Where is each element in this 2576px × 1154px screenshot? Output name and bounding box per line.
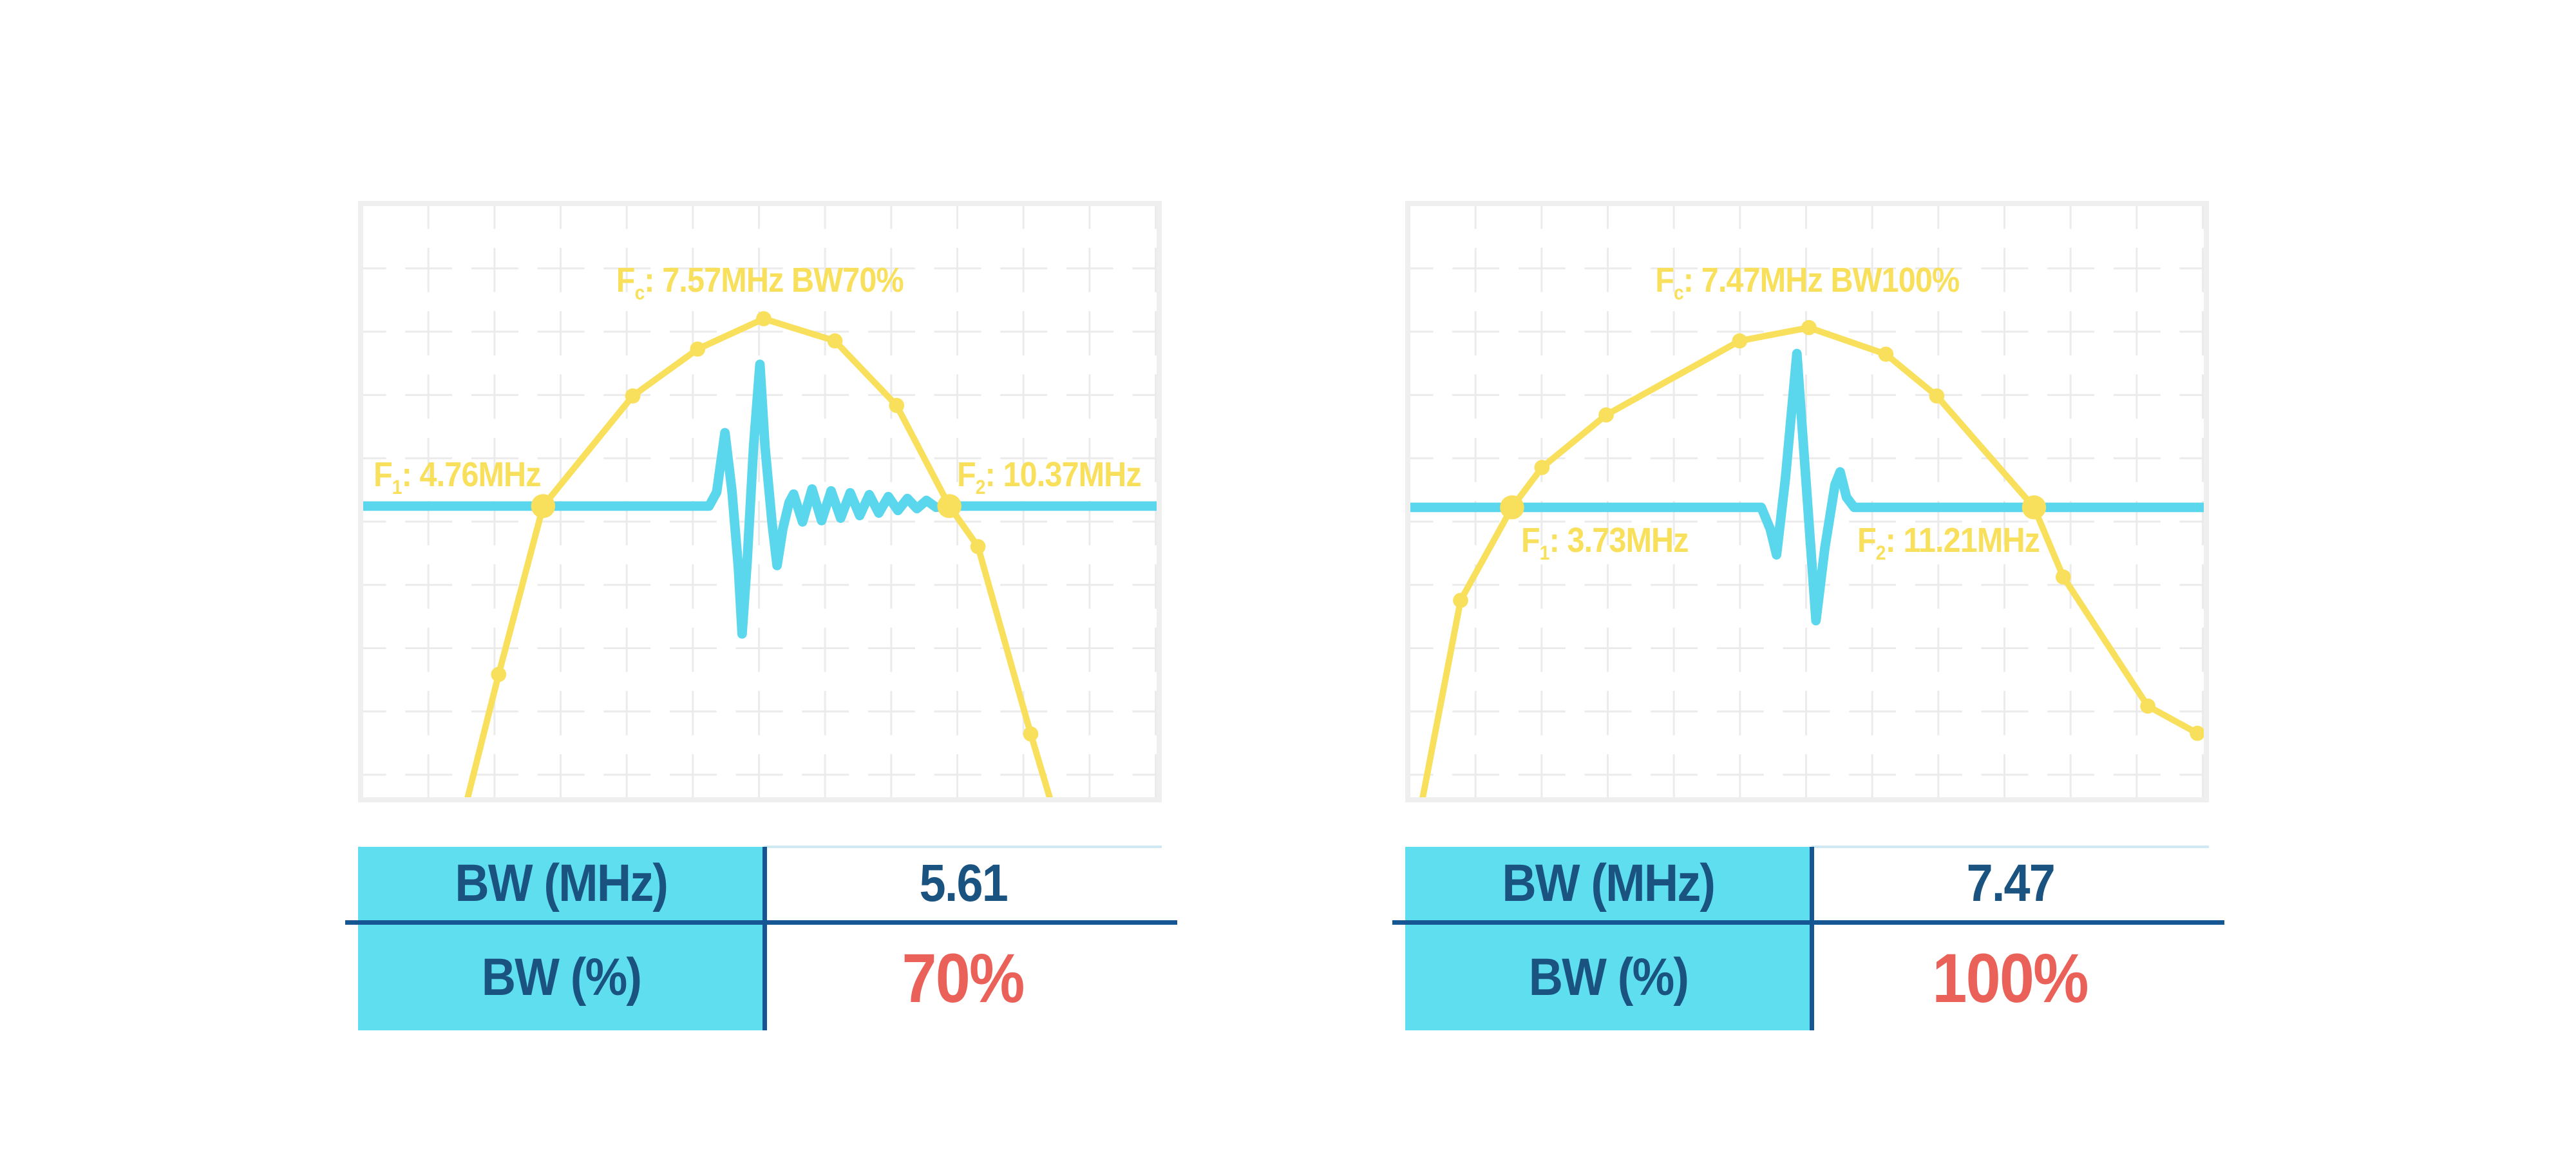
bw-mhz-label-cell: BW (MHz) <box>358 847 764 920</box>
bw-pct-label-cell: BW (%) <box>358 925 764 1030</box>
table-top-rule <box>764 846 1162 848</box>
spectrum-data-point <box>1534 460 1550 475</box>
spectrum-data-point <box>1732 333 1748 349</box>
fc-subscript: c <box>1673 281 1684 304</box>
fc-value-text: : 7.47MHz BW100% <box>1683 261 1960 299</box>
center-frequency-annotation: Fc: 7.47MHz BW100% <box>1410 261 2204 303</box>
bw-mhz-value-cell: 5.61 <box>764 847 1162 920</box>
spectrum-curve-line <box>464 316 1053 797</box>
cutoff-frequency-point <box>937 494 961 518</box>
f2-annotation: F2: 10.37MHz <box>957 455 1162 497</box>
f1-value-text: : 4.76MHz <box>401 455 542 494</box>
bw-mhz-label: BW (MHz) <box>455 854 669 913</box>
bw-pct-value: 100% <box>1932 938 2089 1017</box>
spectrum-data-point <box>2055 569 2071 585</box>
pulse-waveform-line <box>1410 348 2204 626</box>
f1-value-text: : 3.73MHz <box>1549 521 1689 560</box>
spectrum-data-point <box>491 667 507 683</box>
bw-pct-label-cell: BW (%) <box>1405 925 1812 1030</box>
spectrum-data-point <box>827 333 843 349</box>
f1-symbol: F <box>1521 521 1540 560</box>
cutoff-frequency-point <box>2022 495 2047 520</box>
f2-value-text: : 11.21MHz <box>1885 521 2040 560</box>
f2-value-text: : 10.37MHz <box>985 455 1142 494</box>
fc-subscript: c <box>634 281 645 304</box>
fc-symbol: F <box>616 261 636 299</box>
bandwidth-table-narrowband: BW (MHz) 5.61 BW (%) 70% <box>345 846 1177 1030</box>
spectrum-data-point <box>889 397 905 413</box>
table-row-divider <box>1392 920 2224 925</box>
bw-mhz-label-cell: BW (MHz) <box>1405 847 1812 920</box>
table-label-column-background <box>358 847 764 1030</box>
table-label-column-background <box>1405 847 1812 1030</box>
f2-subscript: 2 <box>975 475 986 498</box>
spectrum-data-point <box>1023 726 1039 742</box>
f1-annotation: F1: 4.76MHz <box>374 455 560 497</box>
spectrum-data-point <box>970 538 986 554</box>
spectrum-chart-narrowband: Fc: 7.57MHz BW70% F1: 4.76MHz F2: 10.37M… <box>358 201 1162 802</box>
narrowband-chart-plot <box>363 206 1157 797</box>
bw-pct-label: BW (%) <box>1528 948 1689 1007</box>
f1-symbol: F <box>374 455 393 494</box>
bandwidth-table-broadband: BW (MHz) 7.47 BW (%) 100% <box>1392 846 2224 1030</box>
bw-pct-value: 70% <box>902 938 1025 1017</box>
bw-mhz-label: BW (MHz) <box>1502 854 1716 913</box>
fc-value-text: : 7.57MHz BW70% <box>644 261 904 299</box>
cutoff-frequency-point <box>1500 495 1524 520</box>
table-column-divider <box>762 847 767 1030</box>
spectrum-chart-broadband: Fc: 7.47MHz BW100% F1: 3.73MHz F2: 11.21… <box>1405 201 2209 802</box>
spectrum-data-point <box>1598 407 1614 423</box>
spectrum-data-point <box>1453 592 1468 609</box>
table-top-rule <box>1812 846 2209 848</box>
center-frequency-annotation: Fc: 7.57MHz BW70% <box>363 261 1157 303</box>
table-column-divider <box>1810 847 1814 1030</box>
spectrum-data-point <box>2140 698 2155 714</box>
bw-pct-value-cell: 100% <box>1812 925 2209 1030</box>
cutoff-frequency-point <box>531 494 556 518</box>
bw-pct-label: BW (%) <box>481 948 642 1007</box>
spectrum-data-point <box>625 388 641 404</box>
spectrum-data-point <box>1929 388 1945 404</box>
broadband-chart-plot <box>1410 206 2204 797</box>
spectrum-data-point <box>1878 346 1894 362</box>
spectrum-data-point <box>690 341 706 357</box>
fc-symbol: F <box>1654 261 1674 299</box>
f1-annotation: F1: 3.73MHz <box>1521 521 1707 563</box>
spectrum-data-point <box>1801 319 1817 336</box>
bw-mhz-value: 5.61 <box>919 854 1008 913</box>
f1-subscript: 1 <box>392 475 402 498</box>
f2-subscript: 2 <box>1875 541 1886 564</box>
spectrum-data-point <box>2190 725 2204 741</box>
pulse-waveform-line <box>363 359 1157 639</box>
f2-symbol: F <box>1857 521 1877 560</box>
table-row-divider <box>345 920 1177 925</box>
bw-mhz-value: 7.47 <box>1966 854 2055 913</box>
bw-pct-value-cell: 70% <box>764 925 1162 1030</box>
f2-annotation: F2: 11.21MHz <box>1857 521 2060 563</box>
f1-subscript: 1 <box>1539 541 1550 564</box>
bw-mhz-value-cell: 7.47 <box>1812 847 2209 920</box>
spectrum-data-point <box>756 311 772 326</box>
f2-symbol: F <box>957 455 976 494</box>
